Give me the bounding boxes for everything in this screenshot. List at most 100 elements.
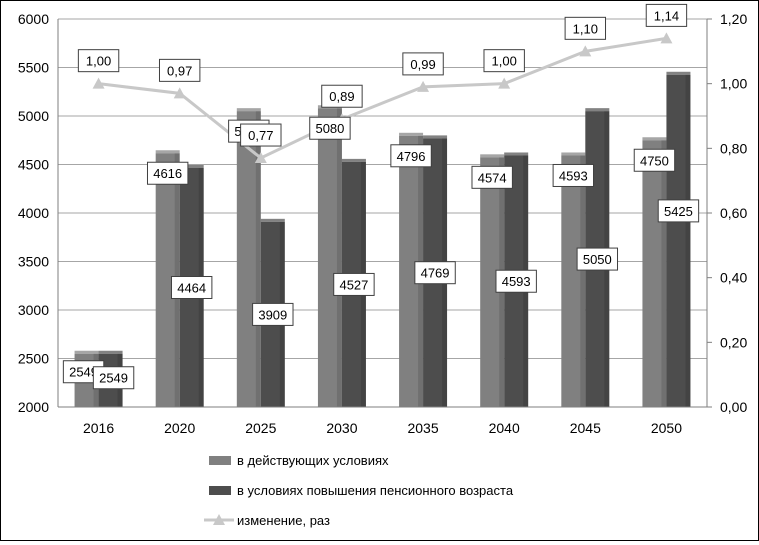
- change-label: 1,14: [645, 3, 688, 27]
- legend: в действующих условиях в условиях повышен…: [204, 453, 514, 528]
- bar-raised-age-label-text: 2549: [99, 371, 128, 386]
- x-tick-label: 2050: [651, 420, 682, 436]
- change-label-text: 1,10: [573, 21, 598, 36]
- x-tick-label: 2030: [326, 420, 357, 436]
- bar-raised-age-label: 5050: [576, 247, 619, 271]
- bar-current-top: [480, 154, 505, 158]
- change-label-box: [240, 123, 282, 147]
- bar-raised-age-top: [98, 350, 123, 354]
- x-tick-label: 2025: [245, 420, 276, 436]
- bar-current-label: 4796: [390, 144, 432, 168]
- bar-raised-age-label-box: [657, 199, 700, 223]
- legend-swatch-current: [209, 456, 231, 465]
- bar-current: [561, 152, 586, 407]
- y2-tick-label: 0,80: [720, 140, 747, 156]
- bar-raised-age-top: [504, 152, 529, 156]
- change-label-box: [564, 16, 607, 40]
- tick-labels: 2000 2500 3000 3500 4000 4500 5000 5500 6000 0,00…: [18, 11, 748, 436]
- bar-current-label-text: 4796: [397, 149, 426, 164]
- bar-current-label-text: 4593: [559, 168, 588, 183]
- change-line-marker: [498, 77, 511, 89]
- bar-current-label-text: 4616: [153, 166, 182, 181]
- bar-current-label-box: [309, 116, 351, 140]
- y2-tick-label: 0,60: [720, 205, 747, 221]
- bar-raised-age-top: [179, 164, 204, 168]
- bar-raised-age-label: 2549: [92, 366, 135, 390]
- change-label: 0,99: [402, 52, 444, 76]
- bar-raised-age-label-box: [170, 275, 213, 299]
- bar-raised-age-label: 5425: [657, 199, 700, 223]
- bar-current-label: 4750: [633, 148, 676, 172]
- y2-tick-label: 1,00: [720, 76, 747, 92]
- bar-current-top: [642, 137, 667, 141]
- x-tick-label: 2045: [570, 420, 601, 436]
- bar-raised-age-label: 4593: [495, 269, 537, 293]
- change-label-box: [321, 84, 363, 108]
- bar-raised-age-label-box: [414, 261, 456, 285]
- bar-current-label-text: 5080: [315, 121, 344, 136]
- bar-raised-age: [666, 71, 691, 408]
- y-tick-label: 3000: [18, 302, 49, 318]
- y-tick-label: 5000: [18, 108, 49, 124]
- bar-raised-age-shade: [685, 74, 691, 408]
- bar-current-body: [642, 140, 667, 407]
- x-tick-label: 2040: [489, 420, 520, 436]
- bar-current-top: [561, 152, 586, 156]
- bar-current-shade: [661, 140, 667, 407]
- bar-raised-age-label-text: 4769: [421, 266, 450, 281]
- bar-current-label: 4593: [552, 163, 595, 187]
- y-tick-label: 4500: [18, 157, 49, 173]
- bar-raised-age-label-box: [333, 272, 375, 296]
- bar-raised-age-label-box: [576, 247, 619, 271]
- bar-raised-age-top: [585, 108, 610, 112]
- bar-current-label-box: [390, 144, 432, 168]
- bar-raised-age-label-box: [92, 366, 135, 390]
- change-line-marker: [92, 77, 105, 89]
- gridlines: [58, 18, 707, 359]
- y-tick-label: 2000: [18, 399, 49, 415]
- change-line-marker: [254, 152, 267, 164]
- change-line-marker: [660, 32, 673, 44]
- bar-raised-age-label-box: [252, 302, 294, 326]
- legend-label-change: изменение, раз: [237, 513, 330, 528]
- y2-tick-label: 0,20: [720, 334, 747, 350]
- change-line-marker: [173, 87, 186, 99]
- y-tick-label: 3500: [18, 254, 49, 270]
- change-label-box: [483, 49, 525, 73]
- bar-raised-age-label-text: 5050: [583, 252, 612, 267]
- change-label-text: 0,77: [248, 128, 273, 143]
- change-label: 0,89: [321, 84, 363, 108]
- y2-tick-label: 1,20: [720, 11, 747, 27]
- bar-current-label: 4574: [471, 165, 513, 189]
- change-label-text: 0,97: [167, 63, 192, 78]
- change-label-text: 1,00: [86, 54, 111, 69]
- bar-raised-age-top: [260, 218, 285, 222]
- y-tick-label: 5500: [18, 60, 49, 76]
- change-label: 1,10: [564, 16, 607, 40]
- bar-current-label-text: 4574: [478, 170, 507, 185]
- bar-current-top: [74, 350, 99, 354]
- bar-current-top: [236, 108, 261, 112]
- bar-current-body: [561, 155, 586, 407]
- change-label-text: 0,89: [329, 89, 354, 104]
- bar-raised-age-label: 3909: [252, 302, 294, 326]
- bar-current-top: [155, 150, 180, 154]
- bar-raised-age-label-box: [495, 269, 537, 293]
- bar-current-top: [399, 132, 424, 136]
- x-tick-label: 2020: [164, 420, 195, 436]
- axes: [57, 18, 712, 408]
- change-line-marker: [417, 80, 430, 92]
- bar-raised-age-label-text: 4527: [339, 277, 368, 292]
- bar-current: [317, 105, 342, 408]
- bar-raised-age-label: 4769: [414, 261, 456, 285]
- change-label: 0,77: [240, 123, 282, 147]
- bar-raised-age-label-text: 4593: [502, 274, 531, 289]
- change-label-text: 0,99: [410, 57, 435, 72]
- change-line-path: [98, 36, 667, 160]
- y-tick-label: 2500: [18, 351, 49, 367]
- bar-current-label-box: [146, 161, 189, 185]
- change-label-text: 1,14: [654, 8, 679, 23]
- change-label: 1,00: [483, 49, 525, 73]
